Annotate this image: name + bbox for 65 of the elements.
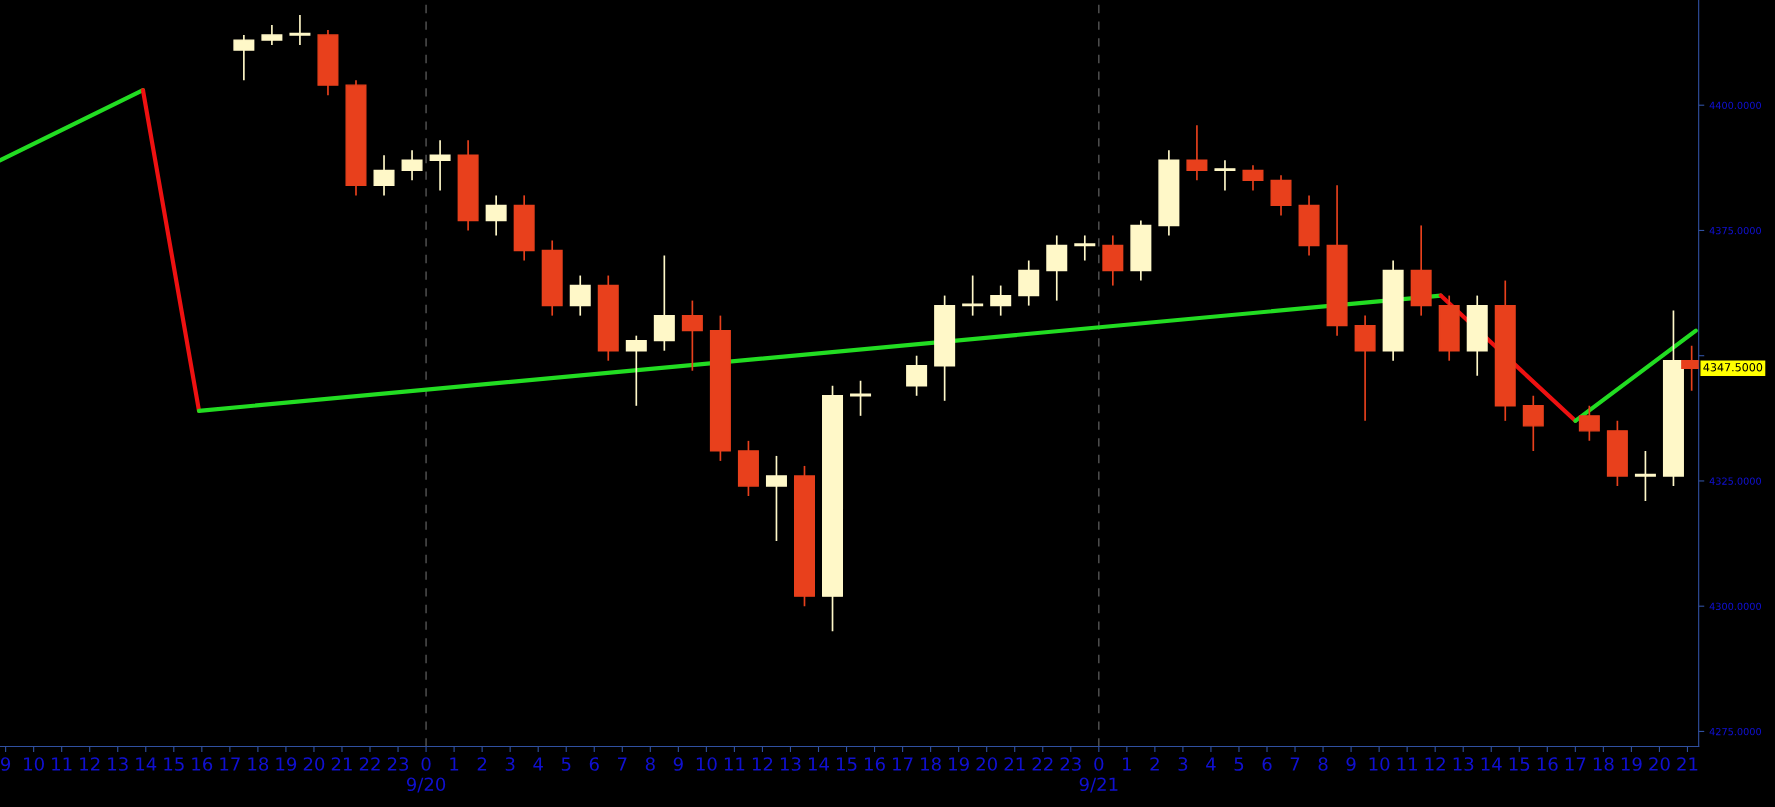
x-tick-label: 15 (164, 757, 184, 771)
x-tick-label: 23 (387, 757, 409, 771)
x-tick-label: 17 (893, 757, 913, 771)
x-tick-label: 11 (52, 757, 72, 771)
x-tick-label: 5 (561, 757, 571, 771)
x-tick-label: 6 (1262, 757, 1272, 771)
y-tick-label: 4325.0000 (1709, 477, 1762, 485)
x-tick-label: 1 (450, 757, 459, 771)
x-tick-label: 14 (1481, 757, 1502, 771)
x-tick-label: 16 (1537, 757, 1558, 771)
annotation: 4347.5000 (1703, 363, 1763, 372)
x-tick-label: 20 (976, 757, 997, 771)
y-tick-label: 4375.0000 (1709, 226, 1762, 235)
x-tick-label: 8 (1318, 757, 1328, 771)
x-tick-label: 10 (1369, 757, 1390, 771)
x-tick-label: 17 (220, 757, 240, 771)
x-tick-label: 5 (1234, 757, 1244, 771)
x-tick-label: 20 (303, 757, 325, 771)
x-tick-label: 6 (589, 757, 599, 771)
x-tick-label: 11 (724, 757, 745, 771)
x-tick-label: 3 (505, 757, 515, 771)
x-tick-label: 12 (80, 757, 100, 771)
x-tick-label: 1 (1123, 757, 1131, 771)
x-tick-label: 18 (921, 757, 941, 771)
x-tick-label: 20 (1649, 757, 1670, 771)
x-tick-label: 15 (837, 757, 857, 771)
x-tick-label: 19 (1621, 757, 1642, 771)
x-tick-label: 4 (1206, 757, 1216, 771)
x-tick-label: 23 (1060, 757, 1081, 771)
x-tick-label: 2 (1150, 757, 1159, 771)
y-tick-label: 4400.0000 (1709, 101, 1762, 110)
x-tick-label: 16 (192, 757, 213, 771)
x-tick-label: 12 (1425, 757, 1445, 771)
x-tick-label: 18 (1593, 757, 1614, 771)
x-tick-label: 21 (1677, 757, 1698, 771)
x-tick-label: 9 (673, 757, 683, 771)
x-tick-label: 9 (1346, 757, 1356, 771)
x-tick-label: 15 (1509, 757, 1530, 771)
x-tick-label: 4 (533, 757, 543, 771)
x-tick-label: 21 (1004, 757, 1025, 771)
x-tick-label: 3 (1178, 757, 1188, 771)
x-tick-label: 10 (24, 757, 44, 771)
x-tick-label: 9 (1, 757, 11, 771)
y-tick-label: 4300.0000 (1709, 602, 1762, 611)
x-tick-label: 7 (618, 757, 627, 771)
x-tick-label: 19 (276, 757, 297, 771)
x-tick-label: 22 (359, 757, 380, 771)
x-tick-label: 14 (809, 757, 829, 771)
y-tick-label: 4275.0000 (1709, 727, 1762, 736)
x-tick-label: 16 (865, 757, 885, 771)
x-tick-label: 13 (108, 757, 128, 771)
x-tick-label: 19 (949, 757, 969, 771)
x-tick-label: 17 (1565, 757, 1586, 771)
x-tick-label: 2 (477, 757, 487, 771)
x-tick-label: 22 (1032, 757, 1053, 771)
x-tick-label: 11 (1397, 757, 1417, 771)
x-tick-label: 7 (1290, 757, 1300, 771)
x-tick-label: 13 (780, 757, 801, 771)
x-tick-label: 12 (752, 757, 773, 771)
x-tick-label: 18 (248, 757, 269, 771)
x-tick-label: 10 (696, 757, 717, 771)
x-tick-label: 8 (645, 757, 655, 771)
x-tick-label: 21 (331, 757, 352, 771)
x-tick-label: 14 (136, 757, 157, 771)
x-tick-label: 13 (1453, 757, 1474, 771)
